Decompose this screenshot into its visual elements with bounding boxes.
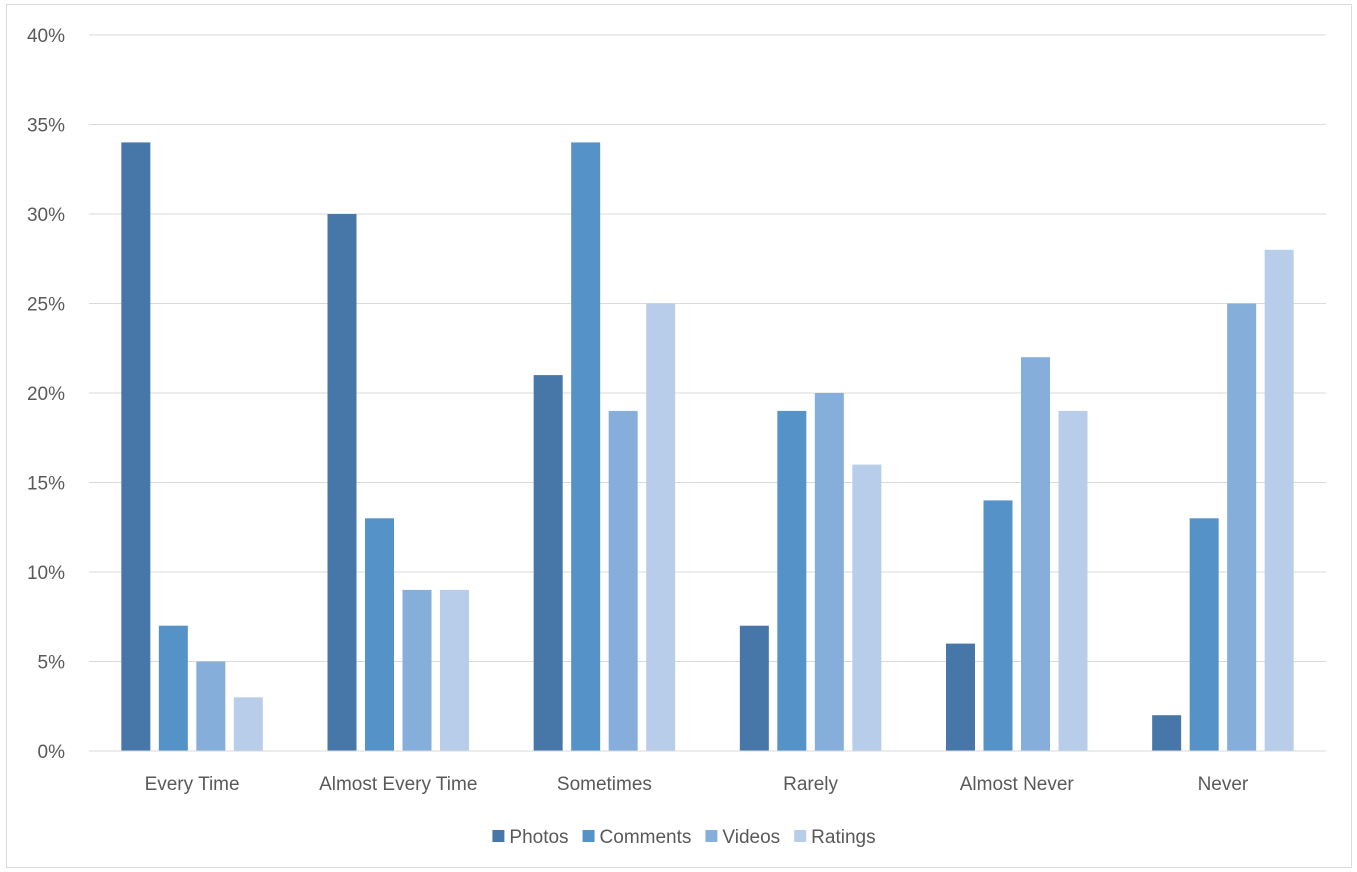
bar-ratings [646,303,676,751]
y-tick-label: 30% [27,205,65,226]
bar-photos [739,625,769,751]
bar-videos [1227,303,1257,751]
bar-videos [814,393,844,751]
x-category-label: Never [1198,774,1249,795]
y-tick-label: 10% [27,563,65,584]
y-tick-label: 40% [27,26,65,47]
legend-swatch [492,830,505,842]
y-tick-label: 0% [38,742,66,763]
chart-frame [6,4,1352,868]
bar-comments [571,142,601,751]
y-tick-label: 20% [27,384,65,405]
x-category-label: Almost Never [960,774,1075,795]
legend-swatch [705,830,718,842]
bar-comments [158,625,188,751]
x-category-label: Almost Every Time [319,774,477,795]
bar-ratings [1264,249,1294,752]
legend-swatch [582,830,595,842]
bar-photos [1152,715,1182,751]
legend-label: Photos [509,827,568,848]
legend-item: Videos [705,827,780,848]
bar-comments [365,518,394,751]
bar-photos [946,643,975,751]
bars [121,142,1294,752]
bar-videos [1021,357,1050,751]
bar-comments [983,500,1013,751]
bar-photos [533,375,563,751]
bar-ratings [1058,410,1088,751]
legend-item: Photos [492,827,569,848]
legend-label: Videos [722,827,780,848]
bar-photos [121,142,151,751]
legend-label: Ratings [811,827,875,848]
x-category-label: Every Time [145,774,240,795]
bar-photos [327,214,357,751]
legend-label: Comments [600,827,692,848]
y-axis-tick-labels: 0% 5% 10% 15% 20% 25% 30% 35% 40% [27,26,65,763]
bar-ratings [233,697,263,751]
bar-ratings [852,464,882,751]
x-category-label: Sometimes [557,774,652,795]
gridlines [89,34,1326,662]
x-axis-category-labels: Every Time Almost Every Time Sometimes Rare… [145,774,1249,795]
bar-comments [1189,518,1219,751]
legend-swatch [794,830,807,842]
legend-item: Ratings [794,827,876,848]
legend: Photos Comments Videos Ratings [492,827,876,848]
bar-videos [402,589,432,751]
x-category-label: Rarely [783,774,838,795]
y-tick-label: 5% [38,653,66,674]
bar-ratings [440,589,469,751]
bar-comments [777,410,807,751]
y-tick-label: 35% [27,116,65,137]
legend-item: Comments [582,827,692,848]
bar-videos [196,661,226,751]
bar-videos [608,410,638,751]
y-tick-label: 15% [27,474,65,495]
y-tick-label: 25% [27,295,65,316]
